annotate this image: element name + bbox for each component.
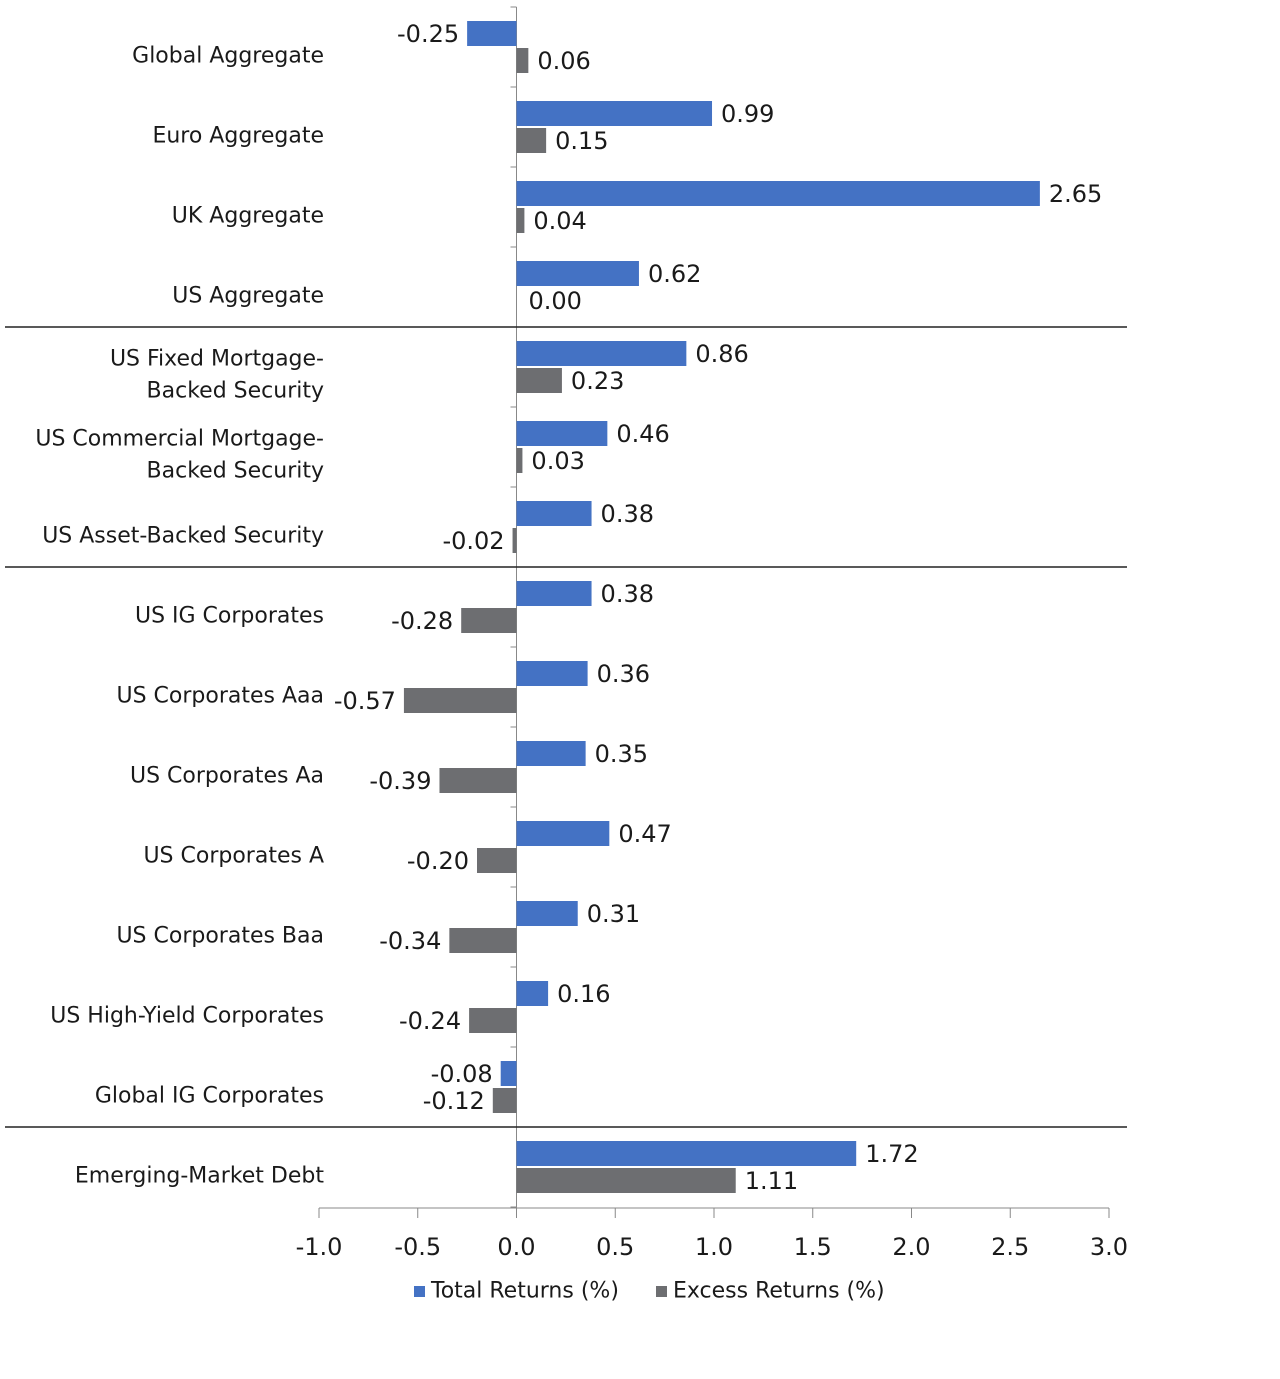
total-returns-bar <box>516 661 588 686</box>
category-label: US Corporates Aa <box>130 764 324 789</box>
category-label: US Fixed Mortgage- <box>110 347 324 372</box>
total-returns-bar <box>516 101 713 126</box>
total-returns-bar <box>516 1141 857 1166</box>
data-label: 0.86 <box>695 340 748 368</box>
x-tick-label: -0.5 <box>394 1233 441 1261</box>
data-label: 0.36 <box>597 660 650 688</box>
excess-returns-bar <box>512 528 517 553</box>
excess-returns-bar <box>516 448 523 473</box>
data-label: 0.99 <box>721 100 774 128</box>
excess-returns-bar <box>439 768 517 793</box>
total-returns-bar <box>516 981 549 1006</box>
data-label: -0.39 <box>369 767 431 795</box>
category-label: US High-Yield Corporates <box>50 1004 324 1029</box>
data-label: 0.16 <box>557 980 610 1008</box>
excess-returns-bar <box>516 1168 736 1193</box>
total-returns-bar <box>467 21 517 46</box>
data-label: 0.46 <box>616 420 669 448</box>
category-label: Emerging-Market Debt <box>75 1164 325 1189</box>
data-label: -0.28 <box>391 607 453 635</box>
x-tick-label: 3.0 <box>1090 1233 1128 1261</box>
category-label: UK Aggregate <box>172 204 324 229</box>
total-returns-bar <box>516 741 586 766</box>
data-label: -0.25 <box>397 20 459 48</box>
data-label: 0.23 <box>571 367 624 395</box>
data-label: 0.62 <box>648 260 701 288</box>
legend-label: Excess Returns (%) <box>673 1279 885 1304</box>
x-tick-label: 0.0 <box>497 1233 535 1261</box>
category-label: Global Aggregate <box>132 44 324 69</box>
data-label: 0.03 <box>531 447 584 475</box>
data-label: 0.15 <box>555 127 608 155</box>
data-label: 0.31 <box>587 900 640 928</box>
category-label: US Corporates Aaa <box>116 684 324 709</box>
total-returns-bar <box>516 501 592 526</box>
excess-returns-bar <box>477 848 517 873</box>
legend-swatch-excess <box>656 1286 667 1297</box>
x-tick-label: 1.0 <box>695 1233 733 1261</box>
legend-swatch-total <box>414 1286 425 1297</box>
category-label: US Corporates A <box>143 844 324 869</box>
excess-returns-bar <box>516 208 525 233</box>
x-tick-label: -1.0 <box>296 1233 343 1261</box>
data-label: -0.24 <box>399 1007 461 1035</box>
category-label: Global IG Corporates <box>95 1084 324 1109</box>
total-returns-bar <box>500 1061 517 1086</box>
excess-returns-bar <box>492 1088 517 1113</box>
data-label: 0.00 <box>529 287 582 315</box>
data-label: -0.20 <box>407 847 469 875</box>
x-tick-label: 2.5 <box>991 1233 1029 1261</box>
excess-returns-bar <box>449 928 517 953</box>
total-returns-bar <box>516 581 592 606</box>
category-label: US IG Corporates <box>135 604 324 629</box>
category-label: Backed Security <box>147 459 324 484</box>
data-label: 0.06 <box>537 47 590 75</box>
total-returns-bar <box>516 341 687 366</box>
category-label: US Corporates Baa <box>116 924 324 949</box>
category-label: US Commercial Mortgage- <box>35 427 324 452</box>
excess-returns-bar <box>461 608 517 633</box>
data-label: 0.04 <box>533 207 586 235</box>
data-label: 2.65 <box>1049 180 1102 208</box>
category-label: Backed Security <box>147 379 324 404</box>
data-label: -0.12 <box>423 1087 485 1115</box>
data-label: 0.47 <box>618 820 671 848</box>
data-label: -0.34 <box>379 927 441 955</box>
data-label: 0.38 <box>601 580 654 608</box>
excess-returns-bar <box>516 128 547 153</box>
total-returns-bar <box>516 421 608 446</box>
x-tick-label: 2.0 <box>892 1233 930 1261</box>
data-label: -0.02 <box>442 527 504 555</box>
category-label: US Asset-Backed Security <box>42 524 324 549</box>
total-returns-bar <box>516 821 610 846</box>
legend-label: Total Returns (%) <box>430 1279 619 1304</box>
x-tick-label: 1.5 <box>794 1233 832 1261</box>
data-label: 0.38 <box>601 500 654 528</box>
total-returns-bar <box>516 901 578 926</box>
excess-returns-bar <box>469 1008 517 1033</box>
x-tick-label: 0.5 <box>596 1233 634 1261</box>
data-label: 1.11 <box>745 1167 798 1195</box>
excess-returns-bar <box>516 48 529 73</box>
category-label: US Aggregate <box>172 284 324 309</box>
total-returns-bar <box>516 261 639 286</box>
data-label: 1.72 <box>865 1140 918 1168</box>
data-label: -0.57 <box>334 687 396 715</box>
excess-returns-bar <box>403 688 517 713</box>
total-returns-bar <box>516 181 1040 206</box>
excess-returns-bar <box>516 368 562 393</box>
data-label: 0.35 <box>595 740 648 768</box>
data-label: -0.08 <box>431 1060 493 1088</box>
category-label: Euro Aggregate <box>152 124 324 149</box>
